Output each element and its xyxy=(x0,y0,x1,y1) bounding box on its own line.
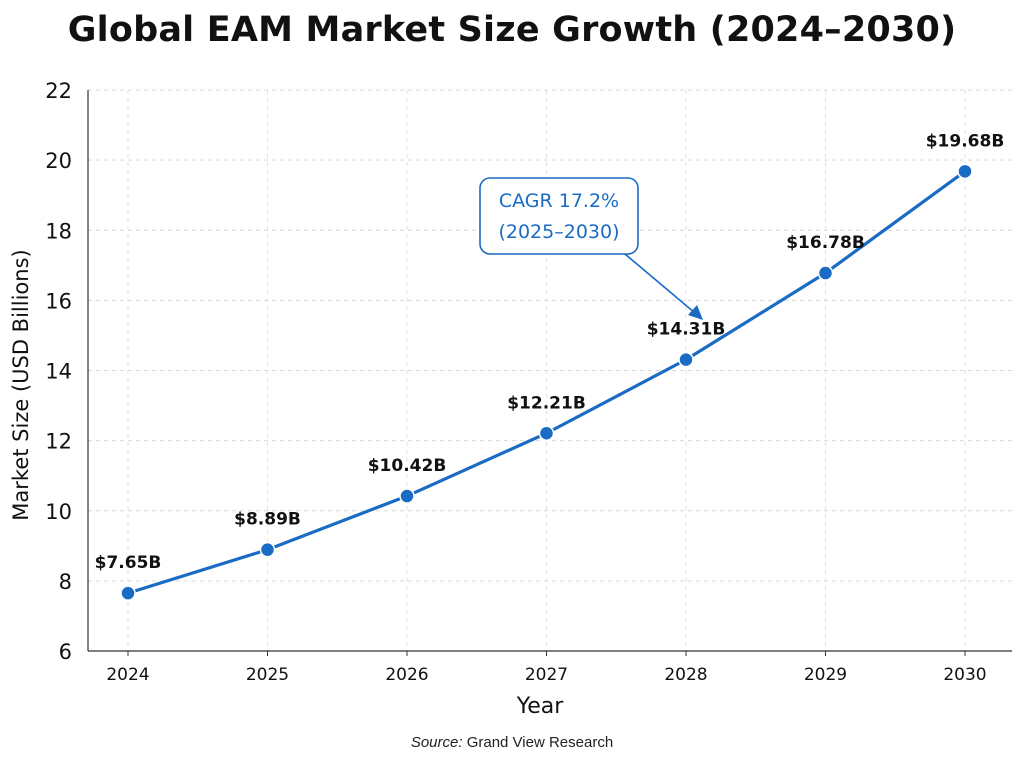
data-point xyxy=(817,265,834,281)
source-text: Grand View Research xyxy=(466,734,614,751)
data-label: $10.42B xyxy=(368,456,447,476)
data-point xyxy=(259,541,276,558)
source-label: Source: xyxy=(410,734,463,751)
annotation-layer: CAGR 17.2% (2025–2030) xyxy=(479,177,703,320)
y-tick-label: 18 xyxy=(45,219,72,243)
chart-title: Global EAM Market Size Growth (2024–2030… xyxy=(67,10,957,50)
data-point xyxy=(399,488,415,504)
x-tick-label: 2029 xyxy=(804,665,847,685)
grid-layer xyxy=(88,89,1012,651)
y-tick-label: 20 xyxy=(45,149,72,173)
data-label: $12.21B xyxy=(507,393,586,413)
y-tick-label: 8 xyxy=(59,570,72,594)
x-tick-label: 2027 xyxy=(525,665,568,685)
y-tick-label: 16 xyxy=(45,289,72,313)
data-label: $19.68B xyxy=(926,131,1005,151)
data-point xyxy=(957,163,973,180)
source-note: Source: Grand View Research xyxy=(0,734,1024,751)
data-point xyxy=(120,585,136,601)
data-label: $16.78B xyxy=(786,233,865,253)
cagr-annotation-line1: CAGR 17.2% xyxy=(499,190,619,212)
data-label: $14.31B xyxy=(647,320,726,340)
y-tick-label: 14 xyxy=(45,360,72,384)
series-layer xyxy=(120,163,973,601)
x-tick-label: 2026 xyxy=(385,665,428,685)
cagr-annotation-arrowhead xyxy=(688,305,703,320)
data-point xyxy=(678,351,694,368)
y-tick-label: 6 xyxy=(59,640,72,664)
axes-layer: 6 8 10 12 14 16 18 20 22 2024 2025 2026 2027 2028 2029… xyxy=(9,79,1012,719)
label-layer: $7.65B $8.89B $10.42B $12.21B $14.31B $16.78B… xyxy=(95,131,1005,573)
data-point xyxy=(538,425,555,442)
cagr-annotation-arrow-line xyxy=(624,253,696,314)
data-label: $8.89B xyxy=(234,510,301,530)
x-axis-title: Year xyxy=(516,694,565,719)
y-axis-title: Market Size (USD Billions) xyxy=(9,249,33,520)
y-tick-label: 10 xyxy=(45,500,72,524)
cagr-annotation-line2: (2025–2030) xyxy=(498,221,619,243)
data-label: $7.65B xyxy=(95,553,162,573)
cagr-annotation-box xyxy=(479,177,639,255)
x-tick-label: 2025 xyxy=(246,665,289,685)
y-tick-label: 22 xyxy=(45,79,72,103)
x-tick-label: 2024 xyxy=(106,665,149,685)
x-tick-label: 2030 xyxy=(943,665,986,685)
x-tick-label: 2028 xyxy=(664,665,707,685)
y-tick-label: 12 xyxy=(45,430,72,454)
